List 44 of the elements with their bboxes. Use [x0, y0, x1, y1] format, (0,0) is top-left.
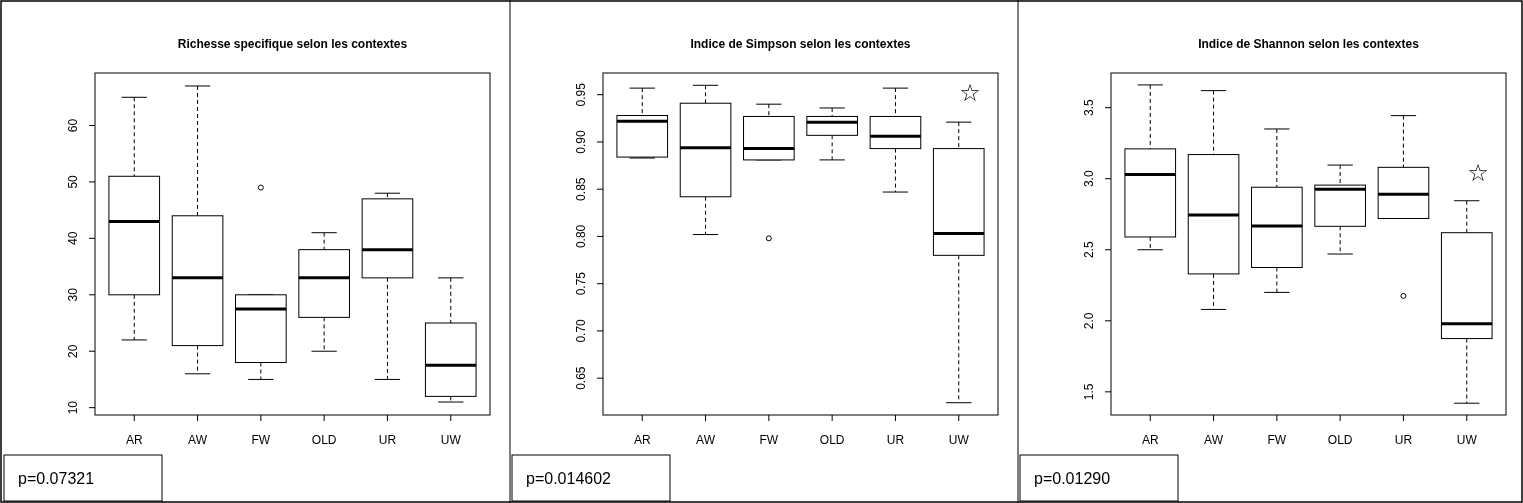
x-tick-label: FW	[1267, 433, 1287, 447]
y-tick-label: 0.75	[574, 271, 588, 296]
y-tick-label: 0.90	[574, 129, 588, 154]
chart-title: Richesse specifique selon les contextes	[177, 37, 408, 51]
x-tick-label: UR	[886, 433, 905, 447]
text: p=0.014602	[526, 470, 612, 487]
y-tick-label: 0.80	[574, 224, 588, 249]
x-tick-label: AR	[125, 433, 143, 447]
x-tick-label: FW	[251, 433, 271, 447]
y-tick-label: 30	[66, 287, 80, 302]
x-tick-label: AR	[1141, 433, 1159, 447]
x-tick-label: OLD	[1327, 433, 1353, 447]
annotation: ☆	[959, 79, 981, 107]
y-tick-label: 50	[66, 174, 80, 189]
y-tick-label: 0.85	[574, 177, 588, 201]
x-tick-label: FW	[759, 433, 779, 447]
chart-title: Indice de Shannon selon les contextes	[1198, 37, 1420, 51]
x-tick-label: OLD	[819, 433, 845, 447]
y-tick-label: 20	[66, 344, 80, 358]
y-tick-label: 2.0	[1082, 312, 1096, 330]
text: p=0.01290	[1034, 470, 1111, 487]
y-tick-label: 3.0	[1082, 170, 1096, 188]
y-tick-label: 2.5	[1082, 241, 1096, 259]
chart-title: Indice de Simpson selon les contextes	[690, 37, 911, 51]
y-tick-label: 0.70	[574, 318, 588, 343]
text: p=0.07321	[18, 470, 95, 487]
x-tick-label: AW	[696, 433, 716, 447]
x-tick-label: AW	[1204, 433, 1224, 447]
x-tick-label: UW	[1456, 433, 1478, 447]
x-tick-label: AW	[188, 433, 208, 447]
y-tick-label: 3.5	[1082, 99, 1096, 117]
x-tick-label: UR	[378, 433, 397, 447]
y-tick-label: 0.95	[574, 82, 588, 107]
y-tick-label: 60	[66, 118, 80, 133]
x-tick-label: AR	[633, 433, 651, 447]
y-tick-label: 40	[66, 231, 80, 246]
x-tick-label: UW	[948, 433, 970, 447]
annotation: ☆	[1467, 159, 1489, 187]
x-tick-label: OLD	[311, 433, 337, 447]
y-tick-label: 10	[66, 400, 80, 415]
x-tick-label: UW	[440, 433, 462, 447]
y-tick-label: 0.65	[574, 366, 588, 390]
y-tick-label: 1.5	[1082, 383, 1096, 401]
x-tick-label: UR	[1394, 433, 1413, 447]
